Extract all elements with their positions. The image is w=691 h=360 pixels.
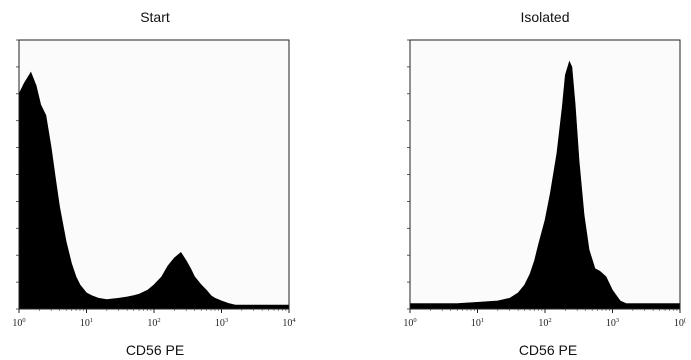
- x-tick-label: 104: [282, 317, 296, 329]
- histogram-area: [18, 71, 290, 310]
- x-tick-label: 101: [471, 317, 484, 329]
- x-tick-label: 103: [215, 317, 228, 329]
- x-tick-label: 102: [147, 317, 160, 329]
- chart-panel-start: 100 101 102 103 104 Start CD56 PE: [0, 0, 345, 360]
- chart-isolated: 100 101 102 103 10( Isolated CD56 PE: [403, 9, 686, 358]
- x-tick-label: 103: [606, 317, 619, 329]
- x-tick-label: 101: [80, 317, 93, 329]
- chart-title: Isolated: [520, 9, 569, 25]
- chart-start: 100 101 102 103 104 Start CD56 PE: [12, 9, 296, 358]
- chart-title: Start: [140, 9, 170, 25]
- x-tick-label: 100: [12, 317, 25, 329]
- x-tick-label: 102: [538, 317, 551, 329]
- x-axis-label: CD56 PE: [519, 342, 577, 358]
- x-tick-label: 100: [403, 317, 416, 329]
- x-axis-label: CD56 PE: [126, 342, 184, 358]
- x-tick-label: 10(: [674, 317, 686, 329]
- chart-panel-isolated: 100 101 102 103 10( Isolated CD56 PE: [345, 0, 691, 360]
- histogram-area: [409, 60, 681, 310]
